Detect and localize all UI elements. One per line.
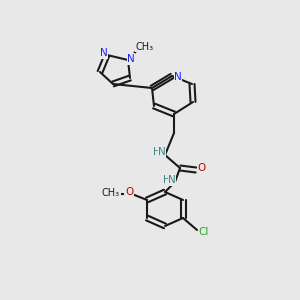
Text: H: H — [153, 147, 161, 157]
Text: N: N — [158, 147, 166, 157]
Text: CH₃: CH₃ — [102, 188, 120, 198]
Text: H: H — [163, 175, 171, 185]
Text: N: N — [168, 175, 176, 185]
Text: N: N — [174, 72, 182, 82]
Text: Cl: Cl — [199, 227, 209, 237]
Text: CH₃: CH₃ — [136, 42, 154, 52]
Text: N: N — [127, 54, 135, 64]
Text: N: N — [100, 48, 108, 58]
Text: O: O — [198, 163, 206, 173]
Text: O: O — [125, 187, 133, 197]
